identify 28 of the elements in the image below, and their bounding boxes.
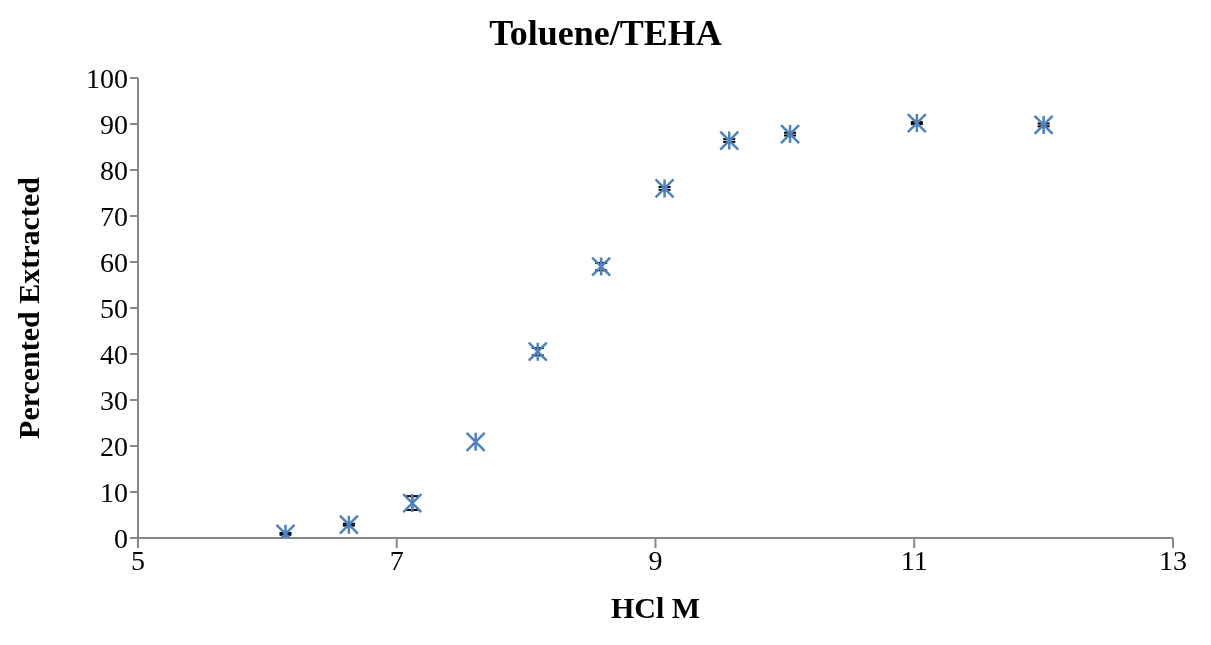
x-tick-label: 9	[648, 544, 663, 576]
x-tick-label: 5	[131, 544, 145, 576]
point	[779, 123, 801, 145]
y-axis-title: Percented Extracted	[11, 176, 45, 439]
point	[338, 514, 360, 535]
x-axis-title: HCl M	[610, 591, 701, 624]
y-tick-label: 40	[100, 338, 128, 370]
point	[1033, 114, 1054, 136]
y-tick-label: 90	[100, 108, 128, 140]
y-tick-label: 50	[100, 292, 128, 324]
point	[718, 130, 740, 151]
point	[590, 256, 612, 277]
point	[465, 431, 486, 453]
chart-title: Toluene/TEHA	[488, 12, 723, 55]
x-tick-label: 11	[900, 544, 928, 576]
x-tick-label: 7	[389, 544, 404, 576]
y-tick-label: 0	[114, 522, 128, 554]
y-tick-label: 70	[100, 200, 128, 232]
y-tick-label: 100	[86, 62, 128, 94]
y-tick-label: 30	[100, 384, 128, 416]
point	[906, 112, 928, 134]
y-tick-label: 20	[100, 430, 128, 462]
y-tick-label: 80	[100, 154, 128, 186]
y-tick-label: 10	[100, 476, 128, 508]
point	[527, 341, 549, 362]
x-tick-label: 13	[1159, 544, 1187, 576]
point	[654, 178, 675, 199]
y-tick-label: 60	[100, 246, 128, 278]
